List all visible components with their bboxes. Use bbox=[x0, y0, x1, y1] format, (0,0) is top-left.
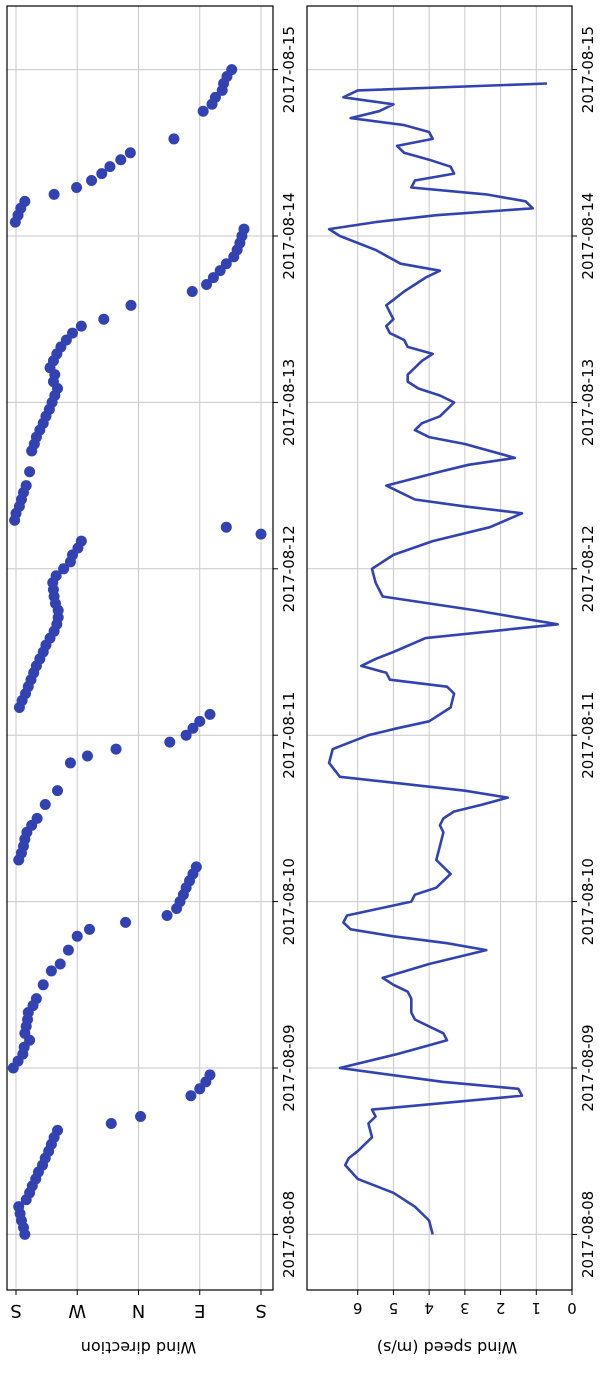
wind-direction-point bbox=[238, 223, 250, 235]
wind-direction-point bbox=[220, 521, 232, 533]
date-tick-label: 2017-08-11 bbox=[579, 692, 597, 779]
wind-speed-panel: 2017-08-08 2017-08-09 2017-08-10 2017-08-11… bbox=[306, 5, 597, 1357]
wind-direction-point bbox=[66, 327, 78, 339]
plot-frame bbox=[6, 5, 274, 1291]
wind-direction-point bbox=[48, 188, 60, 200]
wind-direction-point bbox=[13, 1201, 25, 1213]
wind-direction-point bbox=[50, 570, 62, 582]
wind-direction-point bbox=[98, 313, 110, 325]
date-tick-label: 2017-08-08 bbox=[280, 1191, 298, 1278]
wind-direction-point bbox=[75, 320, 87, 332]
wind-speed-line bbox=[327, 82, 560, 1235]
wind-direction-point bbox=[81, 750, 93, 762]
wind-direction-point bbox=[226, 64, 238, 76]
wind-direction-point bbox=[164, 736, 176, 748]
wind-direction-point bbox=[20, 480, 32, 492]
wind-direction-point bbox=[180, 729, 192, 741]
wind-direction-point bbox=[185, 1090, 197, 1102]
wind-speed-axis-label: Wind speed (m/s) bbox=[377, 1338, 518, 1357]
wind-direction-point bbox=[30, 993, 42, 1005]
wind-direction-point bbox=[161, 909, 173, 921]
date-tick-label: 2017-08-10 bbox=[280, 858, 298, 945]
wind-direction-point bbox=[96, 168, 108, 180]
wind-direction-point bbox=[187, 722, 199, 734]
wind-direction-point bbox=[124, 147, 136, 159]
wind-direction-point bbox=[37, 979, 49, 991]
value-tick-label: S bbox=[255, 1300, 266, 1321]
wind-direction-point bbox=[209, 91, 221, 103]
wind-direction-point bbox=[19, 195, 31, 207]
date-tick-label: 2017-08-09 bbox=[280, 1024, 298, 1111]
date-tick-label: 2017-08-13 bbox=[280, 359, 298, 446]
date-tick-label: 2017-08-14 bbox=[579, 192, 597, 279]
value-tick-label: 0 bbox=[567, 1299, 577, 1317]
wind-direction-point bbox=[58, 563, 70, 575]
wind-direction-point bbox=[194, 715, 206, 727]
wind-direction-point bbox=[115, 154, 127, 166]
wind-direction-panel: 2017-08-08 2017-08-09 2017-08-10 2017-08-11… bbox=[6, 5, 298, 1357]
value-tick-label: E bbox=[194, 1300, 205, 1321]
value-tick-label: 6 bbox=[353, 1299, 363, 1317]
wind-direction-point bbox=[197, 105, 209, 117]
date-tick-label: 2017-08-13 bbox=[579, 359, 597, 446]
wind-direction-point bbox=[45, 965, 57, 977]
wind-direction-point bbox=[105, 1117, 117, 1129]
value-tick-label: 4 bbox=[424, 1299, 434, 1317]
wind-direction-axis-label: Wind direction bbox=[81, 1338, 196, 1357]
wind-direction-point bbox=[207, 272, 219, 284]
wind-direction-point bbox=[24, 466, 36, 478]
wind-direction-point bbox=[84, 923, 95, 935]
wind-direction-point bbox=[71, 930, 83, 942]
wind-direction-point bbox=[186, 285, 198, 297]
wind-direction-point bbox=[120, 916, 132, 928]
value-tick-label: 2 bbox=[496, 1299, 506, 1317]
value-tick-label: 1 bbox=[532, 1299, 542, 1317]
date-tick-label: 2017-08-12 bbox=[579, 525, 597, 612]
wind-direction-point bbox=[62, 944, 74, 956]
value-tick-label: 5 bbox=[389, 1299, 399, 1317]
wind-direction-point bbox=[204, 708, 216, 720]
wind-direction-point bbox=[220, 258, 232, 270]
value-tick-label: S bbox=[10, 1300, 21, 1321]
wind-direction-point bbox=[255, 528, 267, 540]
wind-direction-point bbox=[86, 175, 98, 187]
wind-direction-point bbox=[71, 181, 83, 193]
wind-direction-point bbox=[52, 785, 64, 797]
date-tick-label: 2017-08-15 bbox=[579, 26, 597, 113]
wind-direction-point bbox=[64, 757, 76, 769]
value-tick-label: N bbox=[132, 1300, 145, 1321]
wind-direction-point bbox=[104, 161, 116, 173]
wind-direction-point bbox=[54, 958, 66, 970]
value-tick-label: 3 bbox=[460, 1299, 470, 1317]
wind-direction-point bbox=[31, 812, 43, 824]
date-tick-label: 2017-08-12 bbox=[280, 525, 298, 612]
date-tick-label: 2017-08-09 bbox=[579, 1024, 597, 1111]
date-tick-label: 2017-08-14 bbox=[280, 192, 298, 279]
date-tick-label: 2017-08-08 bbox=[579, 1191, 597, 1278]
value-tick-label: W bbox=[68, 1300, 86, 1321]
wind-direction-point bbox=[39, 799, 51, 811]
plot-frame bbox=[306, 5, 573, 1291]
wind-direction-point bbox=[75, 535, 87, 547]
wind-direction-point bbox=[190, 861, 202, 873]
wind-direction-point bbox=[135, 1111, 147, 1123]
wind-direction-point bbox=[110, 743, 122, 755]
wind-direction-point bbox=[52, 1124, 64, 1136]
wind-direction-point bbox=[204, 1069, 216, 1081]
wind-direction-point bbox=[125, 299, 137, 311]
date-tick-label: 2017-08-10 bbox=[579, 858, 597, 945]
wind-direction-point bbox=[168, 133, 180, 145]
date-tick-label: 2017-08-15 bbox=[280, 26, 298, 113]
date-tick-label: 2017-08-11 bbox=[280, 692, 298, 779]
wind-direction-point bbox=[201, 279, 213, 291]
